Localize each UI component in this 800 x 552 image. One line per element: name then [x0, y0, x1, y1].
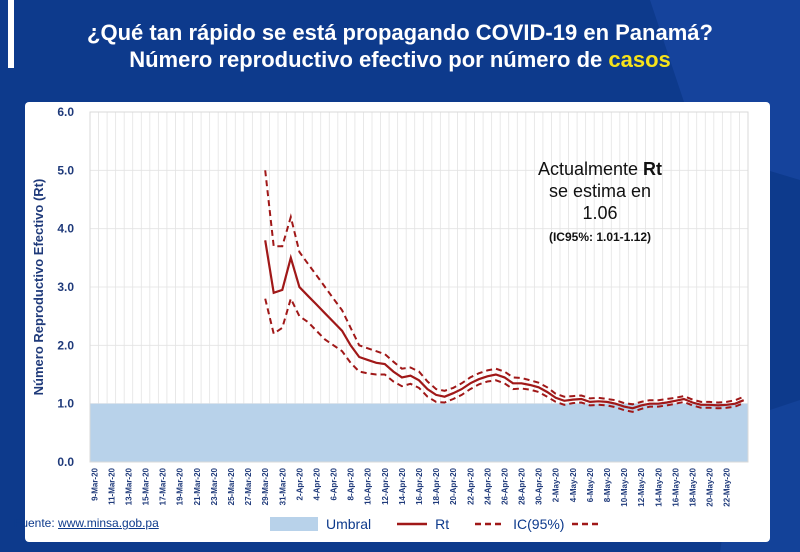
x-tick-label: 18-May-20 [688, 467, 697, 506]
annot-value: 1.06 [582, 203, 618, 223]
y-tick-label: 0.0 [57, 455, 74, 469]
x-tick-label: 4-May-20 [569, 467, 578, 502]
annot-line1: Actualmente [537, 159, 639, 179]
y-tick-label: 1.0 [57, 397, 74, 411]
subtitle-main: Número reproductivo efectivo por número … [129, 47, 603, 72]
x-tick-label: 16-Apr-20 [415, 467, 424, 504]
x-tick-label: 10-Apr-20 [364, 467, 373, 504]
page-subtitle: Número reproductivo efectivo por número … [0, 47, 800, 73]
x-tick-label: 10-May-20 [620, 467, 629, 506]
x-tick-label: 23-Mar-20 [210, 467, 219, 505]
x-tick-label: 12-Apr-20 [381, 467, 390, 504]
x-tick-label: 20-May-20 [706, 467, 715, 506]
y-tick-label: 4.0 [57, 222, 74, 236]
x-tick-label: 14-May-20 [654, 467, 663, 506]
y-tick-label: 5.0 [57, 163, 74, 177]
y-tick-label: 2.0 [57, 338, 74, 352]
legend-ic-swatch-2 [572, 522, 603, 526]
x-tick-label: 22-May-20 [723, 467, 732, 506]
x-tick-label: 15-Mar-20 [142, 467, 151, 505]
x-tick-label: 14-Apr-20 [398, 467, 407, 504]
title-accent-bar [8, 0, 14, 68]
x-tick-label: 19-Mar-20 [176, 467, 185, 505]
x-tick-label: 8-Apr-20 [347, 467, 356, 500]
x-tick-label: 30-Apr-20 [535, 467, 544, 504]
y-axis-ticks: 0.0 1.0 2.0 3.0 4.0 5.0 6.0 [57, 105, 74, 469]
legend-rt-label: Rt [435, 516, 450, 532]
ic-lower-line [264, 295, 745, 413]
x-tick-label: 4-Apr-20 [312, 467, 321, 500]
source-label: Fuente: [14, 516, 55, 530]
x-tick-label: 18-Apr-20 [432, 467, 441, 504]
x-tick-label: 16-May-20 [671, 467, 680, 506]
rt-line [264, 240, 745, 410]
x-axis-ticks: 9-Mar-20 11-Mar-20 13-Mar-20 15-Mar-20 17-Ma… [90, 467, 731, 506]
x-tick-label: 27-Mar-20 [244, 467, 253, 505]
x-tick-label: 25-Mar-20 [227, 467, 236, 505]
x-tick-label: 8-May-20 [603, 467, 612, 502]
y-axis-label: Número Reproductivo Efectivo (Rt) [31, 179, 46, 396]
x-tick-label: 17-Mar-20 [159, 467, 168, 505]
legend-umbral-swatch [270, 517, 318, 531]
legend-ic-label: IC(95%) [513, 516, 565, 532]
source-link[interactable]: www.minsa.gob.pa [58, 516, 159, 530]
x-tick-label: 22-Apr-20 [466, 467, 475, 504]
x-tick-label: 6-Apr-20 [330, 467, 339, 500]
legend-ic-swatch [475, 522, 506, 526]
x-tick-label: 2-May-20 [552, 467, 561, 502]
x-tick-label: 6-May-20 [586, 467, 595, 502]
x-tick-label: 12-May-20 [637, 467, 646, 506]
x-tick-label: 9-Mar-20 [90, 467, 99, 500]
x-tick-label: 2-Apr-20 [295, 467, 304, 500]
annot-rt-label: Rt [643, 159, 663, 179]
x-tick-label: 29-Mar-20 [261, 467, 270, 505]
x-tick-label: 26-Apr-20 [500, 467, 509, 504]
page-title: ¿Qué tan rápido se está propagando COVID… [87, 20, 713, 45]
y-tick-label: 3.0 [57, 280, 74, 294]
ic-upper-line [264, 170, 745, 406]
source-note: Fuente: www.minsa.gob.pa [14, 516, 159, 530]
plot-border [89, 111, 749, 463]
legend-rt-swatch [397, 522, 428, 526]
chart-legend: Umbral Rt IC(95%) [270, 514, 603, 534]
subtitle-highlight: casos [608, 47, 671, 72]
annot-ci: (IC95%: 1.01-1.12) [548, 230, 652, 244]
x-tick-label: 13-Mar-20 [124, 467, 133, 505]
legend-umbral-label: Umbral [326, 516, 372, 532]
umbral-area [90, 403, 748, 462]
x-tick-label: 31-Mar-20 [278, 467, 287, 505]
annot-line2: se estima en [548, 181, 652, 201]
x-tick-label: 21-Mar-20 [193, 467, 202, 505]
x-tick-label: 11-Mar-20 [107, 467, 116, 504]
x-tick-label: 20-Apr-20 [449, 467, 458, 504]
y-tick-label: 6.0 [57, 105, 74, 119]
x-tick-label: 28-Apr-20 [518, 467, 527, 504]
x-tick-label: 24-Apr-20 [483, 467, 492, 504]
current-rt-annotation: Actualmente Rt se estima en 1.06 (IC95%:… [520, 158, 680, 248]
